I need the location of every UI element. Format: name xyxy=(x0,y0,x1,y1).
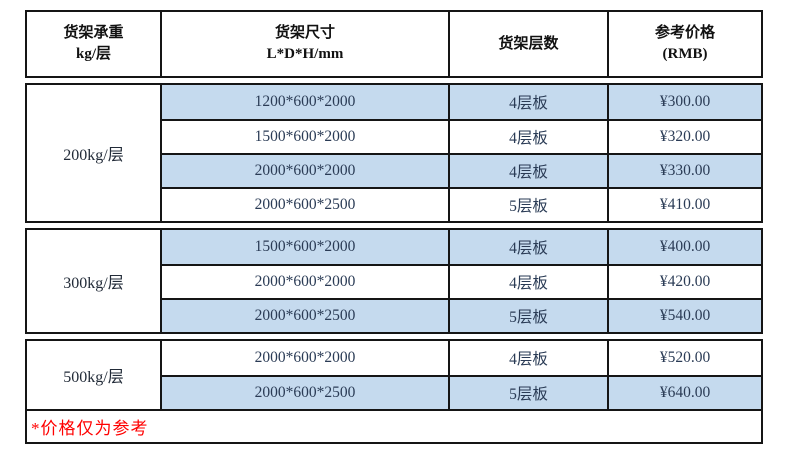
price-cell: ¥300.00 xyxy=(609,85,761,119)
price-cell: ¥540.00 xyxy=(609,300,761,332)
size-cell: 1500*600*2000 xyxy=(162,230,450,264)
table-row: 2000*600*2000 4层板 ¥520.00 xyxy=(162,341,761,375)
header-capacity-line2: kg/层 xyxy=(75,46,111,62)
price-disclaimer-note: *价格仅为参考 xyxy=(31,419,149,438)
layers-cell: 4层板 xyxy=(450,121,609,153)
price-cell: ¥400.00 xyxy=(609,230,761,264)
header-price-line2: (RMB) xyxy=(662,46,708,62)
layers-cell: 4层板 xyxy=(450,266,609,298)
size-cell: 1500*600*2000 xyxy=(162,121,450,153)
capacity-cell: 500kg/层 xyxy=(27,341,162,409)
header-cell-layers: 货架层数 xyxy=(450,12,609,76)
size-cell: 2000*600*2500 xyxy=(162,300,450,332)
table-row: 2000*600*2000 4层板 ¥330.00 xyxy=(162,153,761,187)
table-row: 2000*600*2500 5层板 ¥410.00 xyxy=(162,187,761,221)
table-row: 1500*600*2000 4层板 ¥400.00 xyxy=(162,230,761,264)
size-cell: 2000*600*2500 xyxy=(162,189,450,221)
layers-cell: 5层板 xyxy=(450,189,609,221)
price-cell: ¥640.00 xyxy=(609,377,761,409)
size-cell: 2000*600*2000 xyxy=(162,155,450,187)
size-cell: 2000*600*2500 xyxy=(162,377,450,409)
header-cell-size: 货架尺寸 L*D*H/mm xyxy=(162,12,450,76)
header-size-line1: 货架尺寸 xyxy=(274,25,335,41)
price-table: 货架承重 kg/层 货架尺寸 L*D*H/mm 货架层数 参考价格 (RMB) … xyxy=(25,10,763,444)
capacity-cell: 200kg/层 xyxy=(27,85,162,221)
layers-cell: 5层板 xyxy=(450,377,609,409)
table-group-200kg: 200kg/层 1200*600*2000 4层板 ¥300.00 1500*6… xyxy=(25,83,763,223)
table-header-row: 货架承重 kg/层 货架尺寸 L*D*H/mm 货架层数 参考价格 (RMB) xyxy=(25,10,763,78)
header-cell-capacity: 货架承重 kg/层 xyxy=(27,12,162,76)
table-group-500kg: 500kg/层 2000*600*2000 4层板 ¥520.00 2000*6… xyxy=(25,339,763,411)
layers-cell: 4层板 xyxy=(450,230,609,264)
table-row: 1200*600*2000 4层板 ¥300.00 xyxy=(162,85,761,119)
layers-cell: 4层板 xyxy=(450,155,609,187)
price-cell: ¥410.00 xyxy=(659,196,711,213)
table-row: 2000*600*2000 4层板 ¥420.00 xyxy=(162,264,761,298)
header-cell-price: 参考价格 (RMB) xyxy=(609,12,761,76)
price-cell: ¥420.00 xyxy=(659,273,711,290)
table-row: 2000*600*2500 5层板 ¥540.00 xyxy=(162,298,761,332)
size-cell: 2000*600*2000 xyxy=(162,266,450,298)
footnote-row: *价格仅为参考 xyxy=(25,409,763,444)
layers-cell: 5层板 xyxy=(450,300,609,332)
layers-cell: 4层板 xyxy=(450,85,609,119)
price-cell: ¥320.00 xyxy=(659,128,711,145)
price-cell: ¥520.00 xyxy=(659,349,711,366)
table-row: 2000*600*2500 5层板 ¥640.00 xyxy=(162,375,761,409)
header-capacity-line1: 货架承重 xyxy=(63,25,124,41)
size-cell: 2000*600*2000 xyxy=(162,341,450,375)
table-row: 1500*600*2000 4层板 ¥320.00 xyxy=(162,119,761,153)
header-size-line2: L*D*H/mm xyxy=(266,46,344,62)
capacity-cell: 300kg/层 xyxy=(27,230,162,332)
price-cell: ¥330.00 xyxy=(609,155,761,187)
header-layers-line1: 货架层数 xyxy=(498,35,559,52)
layers-cell: 4层板 xyxy=(450,341,609,375)
size-cell: 1200*600*2000 xyxy=(162,85,450,119)
header-price-line1: 参考价格 xyxy=(654,25,715,41)
table-group-300kg: 300kg/层 1500*600*2000 4层板 ¥400.00 2000*6… xyxy=(25,228,763,334)
